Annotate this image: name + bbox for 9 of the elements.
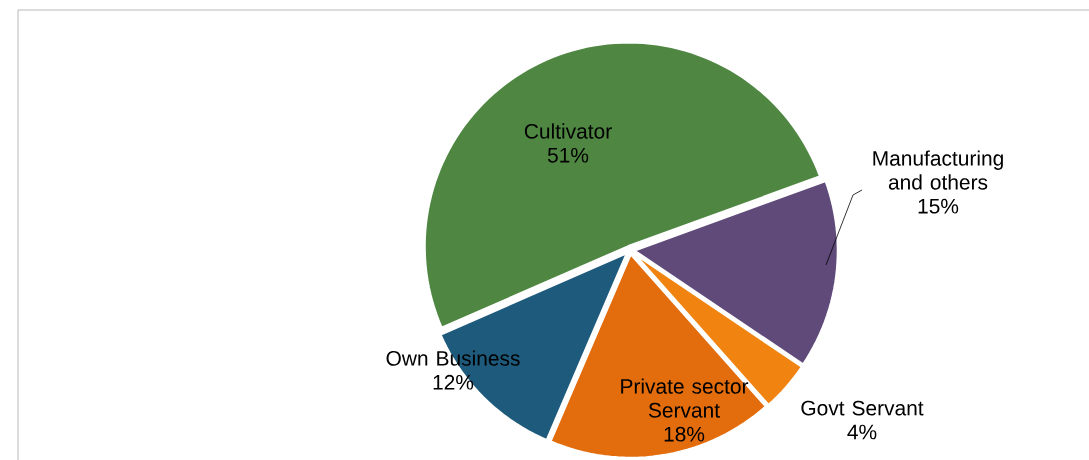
slice-label: Manufacturing and others <box>873 150 1003 190</box>
data-label: 12% <box>433 374 474 390</box>
slice-label: Private sector Servant <box>621 378 749 418</box>
data-label: 51% <box>547 147 589 163</box>
data-label: 18% <box>664 426 705 442</box>
data-label: 4% <box>847 424 877 440</box>
slice-label: Cultivator <box>524 123 612 139</box>
data-label: 15% <box>918 198 959 214</box>
slice-label: Govt Servant <box>801 400 924 416</box>
